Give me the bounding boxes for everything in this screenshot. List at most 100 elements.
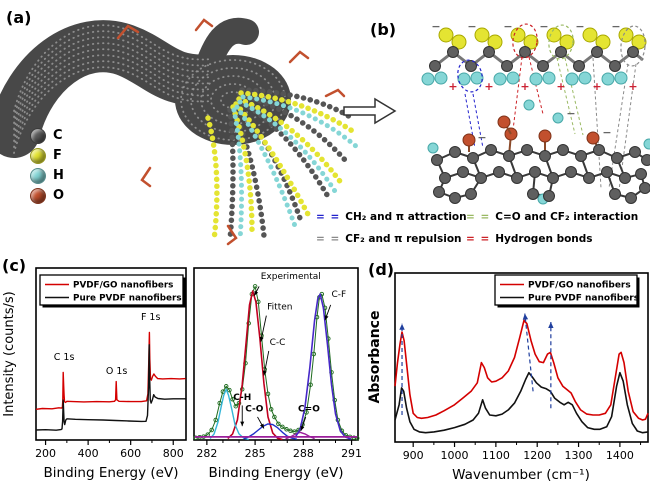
carbon-atom: [635, 168, 647, 180]
legend-label: Pure PVDF nanofibers: [528, 294, 639, 304]
hydrogen-atom: [427, 142, 439, 154]
data-marker: [213, 417, 218, 423]
plus-charge: +: [628, 80, 637, 93]
carbon-atom: [431, 154, 443, 166]
dashed-line-icon: = =: [316, 211, 341, 223]
carbon-atom: [493, 166, 505, 178]
x-tick-label: 1300: [565, 449, 593, 462]
x-tick-label: 1000: [441, 449, 469, 462]
carbon-atom: [433, 186, 445, 198]
x-tick-label: 291: [341, 447, 362, 460]
data-marker: [209, 427, 214, 433]
annotation-text: C-H: [233, 393, 251, 403]
series-c-f: [294, 293, 352, 440]
atom-symbol: C: [53, 128, 63, 143]
hydrogen-atom: [552, 112, 564, 124]
legend-box: [494, 274, 638, 306]
legend-item-label: C=O and CF₂ interaction: [495, 211, 639, 223]
data-marker: [311, 351, 317, 357]
data-marker: [288, 428, 293, 434]
data-marker: [272, 414, 277, 420]
annotation-text: Experimental: [261, 272, 321, 282]
arrowhead: [254, 290, 259, 296]
polymer-chain: [227, 107, 236, 243]
annotation-line: [524, 313, 534, 392]
data-marker: [304, 410, 309, 415]
y-axis-title: Intensity (counts/s): [2, 291, 17, 416]
data-marker: [223, 384, 229, 389]
oxygen-twig: [288, 50, 310, 64]
polymer-chain: [237, 92, 348, 163]
dashed-line-icon: = =: [466, 211, 491, 223]
oxygen-twig: [140, 166, 152, 188]
data-marker: [268, 407, 274, 412]
minus-charge: −: [477, 131, 486, 144]
fluorine-sphere-icon: [30, 147, 46, 164]
dashed-line-icon: = =: [466, 233, 491, 245]
data-marker: [276, 421, 281, 427]
annotation-text: C 1s: [54, 352, 75, 363]
interaction-ellipse: [457, 59, 483, 93]
legend-box: [39, 274, 184, 306]
x-tick-label: 900: [403, 449, 424, 462]
annotation-text: C-F: [331, 290, 346, 300]
interaction-dashed-line: [512, 56, 523, 131]
series-pvdf-go-nanofibers: [394, 319, 649, 421]
hydrogen-atom: [643, 138, 650, 150]
arrowhead: [399, 323, 405, 330]
annotation-text: Fitten: [267, 302, 292, 312]
legend-item-co-cf2: = = C=O and CF₂ interaction: [466, 206, 638, 228]
plus-charge: +: [592, 80, 601, 93]
x-tick-label: 285: [245, 447, 266, 460]
carbon-atom: [539, 150, 551, 162]
series-fitten: [227, 290, 283, 441]
carbon-atom: [557, 144, 569, 156]
minus-charge: −: [611, 20, 620, 33]
data-marker: [292, 429, 297, 434]
arrowhead: [259, 423, 264, 429]
data-marker: [308, 382, 313, 387]
carbon-atom: [619, 172, 631, 184]
plus-charge: +: [448, 80, 457, 93]
y-axis-title: Absorbance: [367, 311, 383, 404]
oxygen-atom: [586, 131, 600, 145]
minus-charge: −: [575, 20, 584, 33]
legend-item-cf2-pi: = = CF₂ and π repulsion: [316, 228, 466, 250]
plot-border: [193, 267, 359, 441]
legend-item-hbonds: = = Hydrogen bonds: [466, 228, 593, 250]
data-marker: [280, 424, 285, 430]
carbon-atom: [629, 146, 641, 158]
arrowhead: [522, 313, 529, 320]
carbon-atom: [465, 188, 477, 200]
interaction-dashed-line: [556, 57, 576, 135]
x-tick-label: 1400: [606, 449, 634, 462]
carbon-atom: [467, 152, 479, 164]
annotation-text: C-O: [245, 405, 264, 415]
x-tick-label: 200: [35, 447, 56, 460]
x-tick-label: 1100: [482, 449, 510, 462]
atom-symbol: H: [53, 168, 64, 183]
carbon-atom: [529, 166, 541, 178]
x-tick-label: 1200: [523, 449, 551, 462]
carbon-atom: [641, 154, 650, 166]
legend-label: Pure PVDF nanofibers: [73, 294, 182, 304]
panel-b-label: (b): [370, 20, 397, 39]
minus-charge: −: [503, 20, 512, 33]
carbon-atom: [575, 150, 587, 162]
xps-c1s-fit-chart: 282 285 288 291 Experimental Fitten C-C C-H C-O C…: [193, 267, 362, 481]
carbon-atom: [583, 172, 595, 184]
carbon-atom: [625, 192, 637, 204]
plus-charge: +: [520, 80, 529, 93]
x-tick-label: 800: [163, 447, 184, 460]
legend-item-label: CF₂ and π repulsion: [345, 233, 462, 245]
interaction-dashed-line: [592, 57, 602, 189]
atom-legend-row-h: H: [30, 167, 64, 184]
hydrogen-atom: [523, 99, 535, 111]
atom-legend-row-o: O: [30, 187, 64, 204]
plus-charge: +: [484, 80, 493, 93]
interaction-legend-row: = = CH₂ and π attraction = = C=O and CF₂…: [316, 206, 650, 228]
oxygen-twig: [194, 18, 214, 32]
dashed-line-icon: = =: [316, 233, 341, 245]
interaction-ellipse: [620, 25, 646, 67]
